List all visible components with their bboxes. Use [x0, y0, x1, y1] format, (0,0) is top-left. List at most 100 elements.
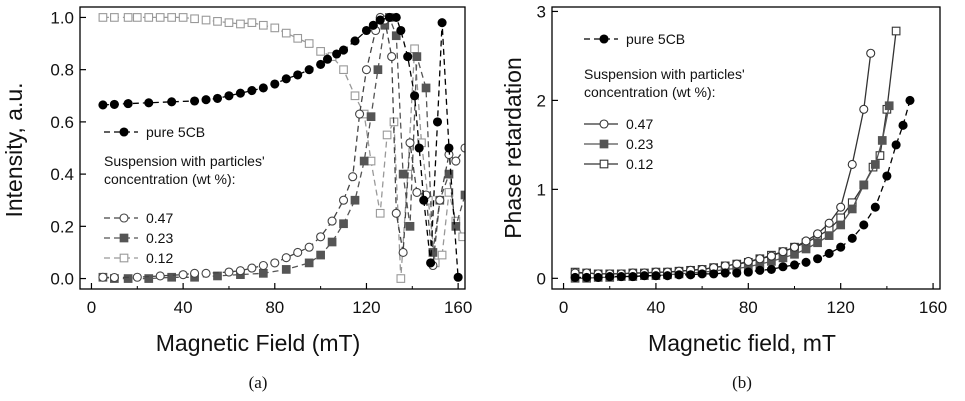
data-point — [391, 12, 401, 22]
data-point — [123, 99, 133, 109]
data-point — [281, 74, 291, 84]
data-point — [599, 119, 609, 129]
data-point — [304, 258, 314, 268]
data-point — [432, 117, 443, 127]
data-point — [155, 271, 165, 281]
x-tick-label: 0 — [559, 298, 568, 317]
data-point — [813, 229, 823, 239]
y-tick-label: 0.8 — [50, 61, 74, 80]
data-point — [391, 31, 401, 41]
data-point — [396, 25, 406, 36]
legend-label: pure 5CB — [626, 31, 685, 47]
data-point — [123, 274, 133, 283]
data-point — [743, 256, 753, 266]
panel-caption: (a) — [249, 373, 268, 392]
data-point — [836, 242, 846, 252]
legend: Suspension with particles' concentration … — [104, 124, 265, 266]
x-tick-label: 120 — [827, 298, 855, 317]
data-point — [359, 156, 369, 166]
data-point — [109, 272, 119, 283]
data-point — [398, 169, 408, 179]
data-point — [801, 244, 811, 254]
data-point — [686, 270, 696, 280]
data-point — [766, 264, 776, 274]
data-point — [870, 202, 880, 212]
series-3 — [98, 13, 465, 283]
data-point — [304, 39, 314, 48]
data-point — [412, 52, 422, 61]
data-point — [350, 36, 360, 46]
plot-frame — [551, 6, 941, 290]
y-tick-label: 0.2 — [50, 217, 74, 236]
data-point — [847, 159, 857, 170]
data-point — [403, 52, 413, 62]
data-point — [304, 242, 314, 252]
data-point — [882, 171, 892, 181]
data-point — [144, 98, 154, 108]
data-point — [778, 247, 788, 257]
data-point — [419, 195, 429, 205]
data-point — [144, 13, 154, 22]
legend-heading: concentration (wt %): — [104, 171, 236, 187]
data-point — [316, 232, 326, 242]
data-point — [766, 251, 776, 261]
data-point — [405, 138, 415, 148]
data-point — [119, 127, 129, 137]
data-point — [405, 221, 415, 231]
data-point — [98, 100, 108, 110]
data-point — [905, 95, 915, 105]
data-point — [236, 19, 245, 29]
data-point — [639, 271, 649, 281]
data-point — [375, 15, 385, 25]
data-point — [293, 33, 303, 43]
plot-frame — [79, 6, 466, 290]
legend: Suspension with particles' concentration … — [584, 31, 745, 172]
data-point — [338, 195, 349, 205]
data-point — [898, 120, 908, 130]
data-point — [293, 247, 303, 257]
data-point — [755, 265, 765, 275]
y-tick-label: 0 — [537, 269, 546, 288]
data-point — [391, 208, 401, 218]
data-point — [605, 271, 615, 282]
y-tick-label: 0.6 — [50, 113, 74, 132]
data-point — [281, 253, 291, 263]
data-point — [201, 268, 211, 278]
x-tick-label: 120 — [352, 298, 380, 317]
y-tick-label: 3 — [537, 2, 546, 21]
data-point — [361, 25, 372, 36]
data-point — [836, 202, 846, 212]
data-point — [293, 70, 303, 80]
data-point — [224, 18, 234, 28]
data-point — [458, 232, 465, 242]
data-point — [167, 272, 177, 282]
data-point — [396, 274, 406, 283]
y-tick-label: 2 — [537, 91, 546, 110]
legend-item: 0.47 — [584, 116, 653, 132]
data-point — [421, 83, 431, 93]
chart-panel-a: Magnetic Field (mT) Intensity, a.u. (a) … — [1, 6, 472, 392]
data-point — [316, 47, 325, 56]
data-point — [258, 20, 268, 30]
data-point — [119, 253, 129, 263]
data-point — [570, 272, 580, 282]
data-point — [339, 65, 348, 75]
data-point — [258, 260, 268, 271]
data-point — [460, 143, 465, 153]
series-0 — [98, 12, 463, 282]
x-tick-label: 40 — [646, 298, 665, 317]
legend-label: 0.12 — [626, 156, 653, 172]
data-point — [387, 52, 397, 62]
data-point — [599, 139, 609, 149]
legend-label: 0.23 — [626, 136, 653, 152]
x-tick-label: 160 — [444, 298, 472, 317]
data-point — [877, 136, 887, 145]
x-axis-title: Magnetic Field (mT) — [156, 330, 360, 356]
x-tick-label: 160 — [919, 298, 947, 317]
data-point — [847, 204, 857, 214]
data-point — [304, 65, 314, 75]
data-point — [327, 237, 337, 247]
data-point — [599, 34, 609, 44]
data-point — [398, 247, 408, 257]
data-point — [119, 233, 129, 243]
